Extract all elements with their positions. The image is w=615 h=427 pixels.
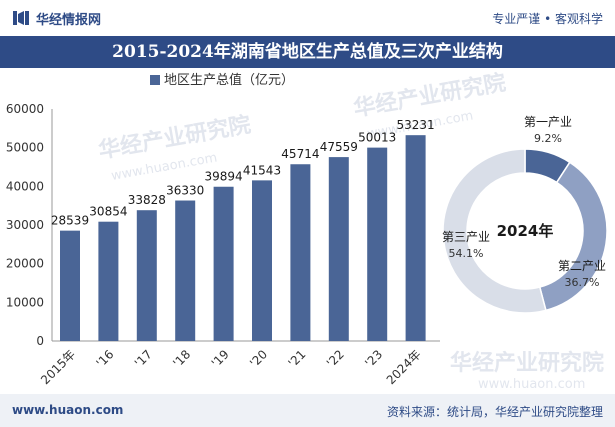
pie-slice-percent: 9.2% <box>534 132 562 145</box>
x-tick-label: '17 <box>132 347 155 370</box>
bar-value-label: 28539 <box>51 214 89 228</box>
pie-slice-percent: 54.1% <box>449 247 484 260</box>
bar-value-label: 45714 <box>281 147 319 161</box>
bar-value-label: 33828 <box>128 193 166 207</box>
watermark-text: 华经产业研究院 <box>97 112 253 164</box>
x-tick-label: '19 <box>209 347 232 370</box>
bar <box>252 180 272 341</box>
y-tick-label: 30000 <box>6 218 44 232</box>
y-tick-label: 50000 <box>6 141 44 155</box>
watermark-url: www.huaon.com <box>478 377 585 392</box>
bar <box>405 135 426 341</box>
slogan: 专业严谨 • 客观科学 <box>492 12 603 26</box>
bar <box>136 210 157 341</box>
x-tick-label: '18 <box>170 347 193 370</box>
chart-area: 华经产业研究院 www.huaon.com 华经产业研究院 www.huaon.… <box>6 70 608 392</box>
legend-label: 地区生产总值（亿元） <box>164 72 294 88</box>
bar <box>290 164 311 341</box>
y-tick-label: 40000 <box>6 179 44 193</box>
bar <box>367 147 388 341</box>
bar-value-label: 47559 <box>320 140 358 154</box>
bar <box>175 200 196 341</box>
x-tick-label: '16 <box>93 347 116 370</box>
x-tick-label: 2015年 <box>38 347 78 387</box>
chart-title: 2015-2024年湖南省地区生产总值及三次产业结构 <box>112 42 503 62</box>
watermark-text: 华经产业研究院 <box>450 350 604 376</box>
x-tick-label: '22 <box>324 347 347 370</box>
pie-labels: 第一产业 9.2% 第二产业 36.7% 第三产业 54.1% <box>442 115 606 289</box>
legend-swatch <box>150 75 160 85</box>
brand: 华经情报网 <box>12 9 102 28</box>
footer-source: 资料来源：统计局，华经产业研究院整理 <box>386 405 603 419</box>
x-tick-label: '23 <box>362 347 385 370</box>
y-tick-label: 10000 <box>6 295 44 309</box>
bar <box>98 221 119 341</box>
pie-chart <box>442 148 608 314</box>
x-tick-label: '21 <box>285 347 308 370</box>
bar-value-label: 36330 <box>166 184 204 198</box>
y-tick-label: 60000 <box>6 102 44 116</box>
pie-center-label: 2024年 <box>497 222 554 240</box>
pie-slice <box>442 148 547 314</box>
bar-value-label: 41543 <box>243 163 281 177</box>
y-tick-label: 0 <box>36 334 44 348</box>
pie-slice-percent: 36.7% <box>565 276 600 289</box>
bar <box>213 186 234 341</box>
brand-name: 华经情报网 <box>36 12 102 28</box>
brand-logo-icon <box>13 11 29 25</box>
x-tick-label: '20 <box>247 347 270 370</box>
pie-slice-name: 第三产业 <box>442 230 490 244</box>
bar-legend: 地区生产总值（亿元） <box>150 72 294 88</box>
pie-slice-name: 第一产业 <box>524 115 572 129</box>
bar-value-label: 39894 <box>205 170 243 184</box>
footer-url: www.huaon.com <box>12 403 124 417</box>
bar <box>328 157 349 341</box>
watermark-text: 华经产业研究院 <box>352 70 508 122</box>
title-bar: 2015-2024年湖南省地区生产总值及三次产业结构 <box>0 36 615 68</box>
pie-slice-name: 第二产业 <box>558 259 606 273</box>
bar-value-label: 30854 <box>89 205 127 219</box>
top-bar: 华经情报网 专业严谨 • 客观科学 <box>0 0 615 36</box>
footer: www.huaon.com 资料来源：统计局，华经产业研究院整理 <box>0 394 615 427</box>
bar-value-label: 50013 <box>358 131 396 145</box>
x-tick-label: 2024年 <box>384 347 424 387</box>
y-axis: 0 10000 20000 30000 40000 50000 60000 <box>6 102 53 348</box>
bar <box>60 230 80 341</box>
bar-value-label: 53231 <box>397 118 435 132</box>
y-tick-label: 20000 <box>6 257 44 271</box>
